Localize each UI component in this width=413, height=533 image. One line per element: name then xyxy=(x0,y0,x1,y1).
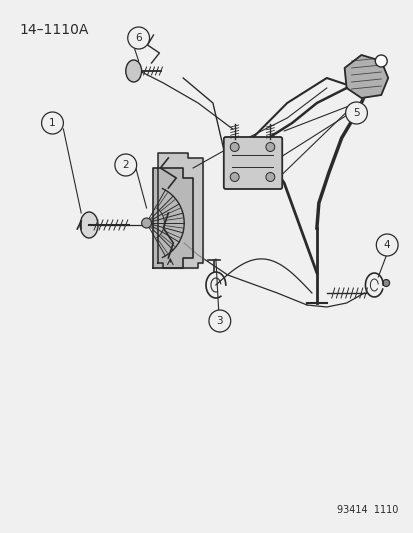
Text: 5: 5 xyxy=(352,108,359,118)
Text: 1: 1 xyxy=(49,118,56,128)
Circle shape xyxy=(265,173,274,182)
Circle shape xyxy=(114,154,136,176)
Text: 6: 6 xyxy=(135,33,142,43)
Text: 3: 3 xyxy=(216,316,223,326)
Polygon shape xyxy=(344,55,387,98)
Circle shape xyxy=(128,27,149,49)
Text: 93414  1110: 93414 1110 xyxy=(336,505,397,515)
Circle shape xyxy=(230,173,239,182)
Circle shape xyxy=(141,218,151,228)
Circle shape xyxy=(230,142,239,151)
Circle shape xyxy=(382,279,389,287)
Polygon shape xyxy=(153,168,192,268)
Text: 2: 2 xyxy=(122,160,129,170)
Text: 4: 4 xyxy=(383,240,389,250)
Circle shape xyxy=(345,102,366,124)
Polygon shape xyxy=(158,153,202,268)
Circle shape xyxy=(41,112,63,134)
Circle shape xyxy=(375,55,386,67)
Text: 14–1110A: 14–1110A xyxy=(20,23,89,37)
Ellipse shape xyxy=(126,60,141,82)
Ellipse shape xyxy=(80,212,98,238)
Circle shape xyxy=(209,310,230,332)
Circle shape xyxy=(265,142,274,151)
Circle shape xyxy=(375,234,397,256)
FancyBboxPatch shape xyxy=(223,137,282,189)
